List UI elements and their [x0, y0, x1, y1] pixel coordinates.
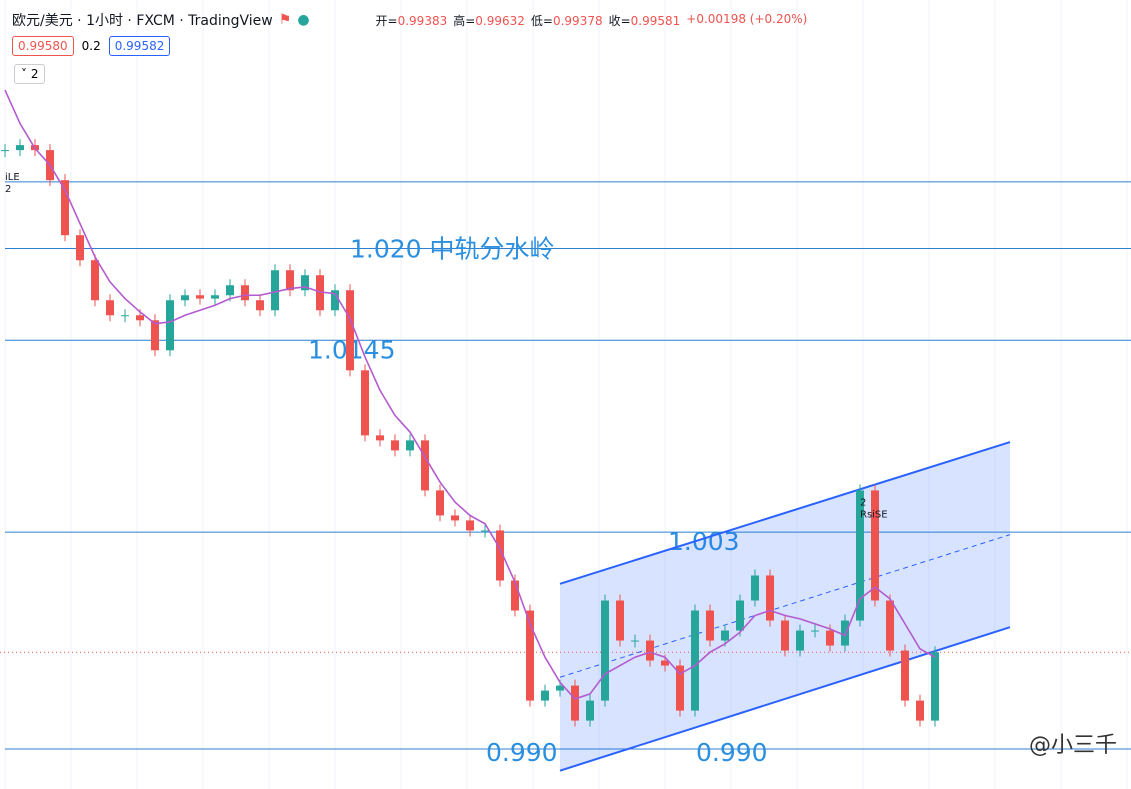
ohlc: 开=0.99383 高=0.99632 低=0.99378 收=0.99581 … [376, 12, 808, 29]
candle [271, 270, 279, 311]
candle [901, 650, 909, 701]
label: 高= [453, 13, 476, 28]
bid[interactable]: 0.99580 [12, 36, 74, 56]
status[interactable]: ● [297, 12, 310, 28]
candle [16, 145, 24, 151]
candle [106, 300, 114, 316]
candle [526, 610, 534, 701]
candle [466, 520, 474, 531]
indicator-count: 2 [30, 67, 39, 81]
label: 收= [608, 13, 631, 28]
candle [286, 270, 294, 291]
candle [361, 370, 369, 436]
candle [76, 235, 84, 261]
candle [91, 260, 99, 301]
marker-label: 2 [860, 497, 866, 508]
candle [556, 685, 564, 691]
candle [436, 490, 444, 516]
header: 欧元/美元 · 1小时 · FXCM · TradingView ⚑ ● 开=0… [12, 10, 807, 30]
candle [331, 290, 339, 311]
candle [616, 600, 624, 641]
symbol: 欧元/美元 · 1小时 · FXCM · TradingView [12, 13, 273, 29]
candle [541, 690, 549, 701]
change: +0.00198 (+0.20%) [686, 11, 808, 26]
flag[interactable]: ⚑ [278, 12, 292, 28]
candle [736, 600, 744, 631]
candle [406, 440, 414, 451]
candle [511, 580, 519, 611]
candle [751, 575, 759, 601]
candle [481, 530, 489, 532]
value: 0.99632 [475, 13, 525, 28]
spread: 0.2 [81, 39, 101, 53]
candle [121, 315, 129, 317]
ohlc-close: 收=0.99581 [609, 12, 681, 29]
candle [241, 285, 249, 301]
value: 0.99581 [630, 13, 681, 28]
candle [346, 290, 354, 371]
quote-row: 0.99580 0.2 0.99582 [12, 36, 171, 56]
ohlc-high: 高=0.99632 [453, 12, 525, 29]
candle [931, 652, 939, 721]
candle [886, 600, 894, 651]
candle [766, 575, 774, 621]
candle [706, 610, 714, 641]
candle [631, 640, 639, 642]
candle [856, 490, 864, 621]
value: 0.99383 [397, 13, 448, 28]
candle [676, 665, 684, 711]
ohlc-open: 开=0.99383 [376, 12, 448, 29]
candle [601, 600, 609, 701]
candle [61, 180, 69, 236]
candle [916, 700, 924, 721]
ask[interactable]: 0.99582 [108, 36, 171, 56]
candle [496, 530, 504, 581]
candle [136, 315, 144, 321]
channel-mid [559, 534, 1011, 678]
marker-label: RsiSE [860, 509, 888, 520]
candle [781, 620, 789, 651]
watermark: @小三千 [1028, 733, 1117, 758]
channel-upper [559, 441, 1011, 585]
marker-label: 2 [5, 184, 11, 195]
candle [211, 295, 219, 299]
label: 开= [375, 13, 398, 28]
marker-label: iLE [5, 172, 20, 183]
candle [166, 300, 174, 351]
candle [841, 620, 849, 646]
candle [391, 440, 399, 451]
candle [421, 440, 429, 491]
candle [196, 295, 204, 299]
candle [1, 150, 9, 152]
candle [376, 435, 384, 441]
level-label: 1.020 中轨分水岭 [350, 235, 555, 264]
ohlc-low: 低=0.99378 [531, 12, 603, 29]
candle [226, 285, 234, 296]
level-label: 0.990 [486, 738, 558, 767]
indicator-toggle[interactable]: ˅ 2 [14, 64, 46, 84]
candle [316, 275, 324, 311]
candle [691, 610, 699, 711]
candle [151, 320, 159, 351]
candle [871, 490, 879, 601]
candle [181, 295, 189, 301]
candle [451, 515, 459, 521]
moving-average [4, 89, 936, 700]
candle [661, 660, 669, 666]
level-label: 0.990 [696, 738, 768, 767]
candle [796, 630, 804, 651]
candle [646, 640, 654, 661]
candle [811, 630, 819, 632]
candle [586, 700, 594, 721]
candle [721, 630, 729, 641]
value: 0.99378 [552, 13, 603, 28]
candle [826, 630, 834, 646]
candle [301, 275, 309, 291]
candle [571, 685, 579, 721]
label: 低= [530, 13, 553, 28]
candle [256, 300, 264, 311]
